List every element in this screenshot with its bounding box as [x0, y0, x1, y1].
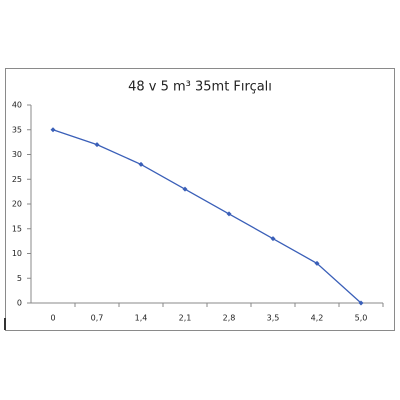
data-point — [270, 236, 276, 242]
x-tick-label: 0,7 — [91, 314, 104, 323]
x-tick-label: 2,1 — [179, 314, 192, 323]
y-tick-label: 40 — [12, 101, 22, 110]
x-tick-label: 3,5 — [267, 314, 280, 323]
x-tick-label: 0 — [50, 314, 55, 323]
y-tick-label: 5 — [17, 274, 22, 283]
y-tick-label: 0 — [17, 299, 22, 308]
data-point — [358, 300, 364, 306]
data-point — [94, 142, 100, 148]
y-tick-label: 35 — [12, 125, 22, 134]
y-tick-label: 30 — [12, 150, 22, 159]
y-tick-label: 10 — [12, 249, 22, 258]
series-line — [52, 129, 362, 304]
y-tick-label: 25 — [12, 175, 22, 184]
x-tick-label: 4,2 — [311, 314, 324, 323]
y-tick-label: 20 — [12, 200, 22, 209]
x-tick-label: 5,0 — [355, 314, 368, 323]
data-point — [226, 211, 232, 217]
data-point — [138, 161, 144, 167]
data-point — [50, 127, 56, 133]
chart-title: 48 v 5 m³ 35mt Fırçalı — [128, 80, 272, 95]
data-point — [314, 260, 320, 266]
x-tick-label: 2,8 — [223, 314, 236, 323]
x-tick-label: 1,4 — [135, 314, 148, 323]
y-tick-label: 15 — [12, 224, 22, 233]
data-point — [182, 186, 188, 192]
chart-frame — [5, 68, 395, 331]
